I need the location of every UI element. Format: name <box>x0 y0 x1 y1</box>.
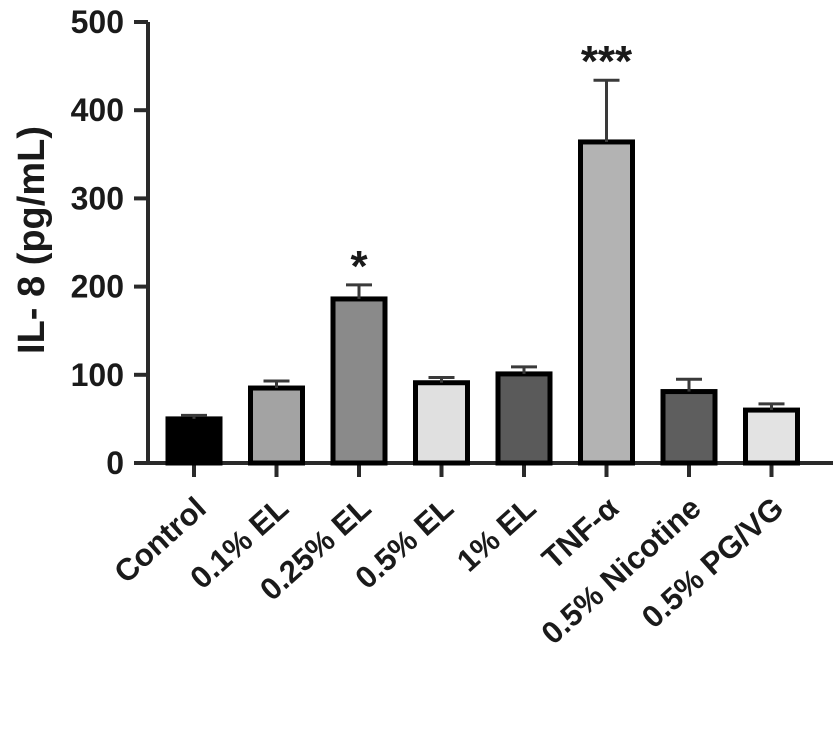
significance-mark: *** <box>581 37 633 86</box>
y-ticks: 0 100 200 300 400 500 <box>71 4 148 481</box>
significance-mark: * <box>350 242 368 291</box>
y-tick-label: 300 <box>71 180 124 216</box>
y-tick-label: 200 <box>71 269 124 305</box>
y-tick-label: 0 <box>106 445 124 481</box>
x-tick-label: 1% EL <box>450 490 543 578</box>
bar-7 <box>743 407 800 466</box>
y-axis: 0 100 200 300 400 500 <box>71 4 150 481</box>
y-tick-label: 500 <box>71 4 124 40</box>
bar-3 <box>413 380 470 466</box>
bar-5 <box>578 139 635 466</box>
bar-2 <box>330 296 388 466</box>
bar-6 <box>660 389 718 466</box>
bar-1 <box>248 385 305 466</box>
y-axis-label: IL- 8 (pg/mL) <box>11 126 53 354</box>
error-bars <box>181 78 785 419</box>
x-tick-label: 0.5% PG/VG <box>635 490 790 635</box>
significance-marks: **** <box>350 37 633 291</box>
y-tick-label: 400 <box>71 92 124 128</box>
bars <box>165 139 800 466</box>
bar-0 <box>165 416 223 466</box>
bar-4 <box>495 371 553 466</box>
y-tick-label: 100 <box>71 357 124 393</box>
